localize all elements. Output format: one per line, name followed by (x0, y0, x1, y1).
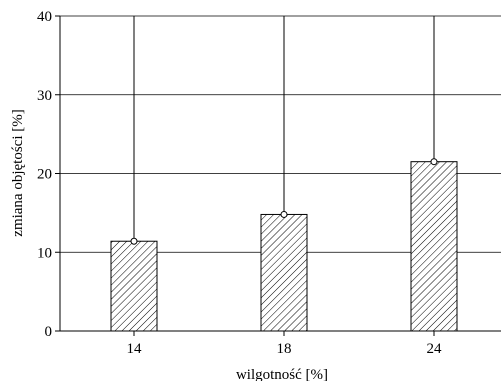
x-tick-label: 24 (427, 341, 443, 357)
y-tick-label: 10 (37, 245, 52, 261)
bar-18 (260, 213, 308, 332)
y-axis-label: zmiana objętości [%] (10, 109, 26, 236)
point-marker-14 (130, 237, 138, 245)
x-tick-label: 18 (277, 341, 292, 357)
x-tick-label: 14 (127, 341, 143, 357)
axes (55, 15, 501, 336)
tick-labels: 0 10 20 30 40 14 18 24 (37, 9, 442, 357)
y-tick-label: 0 (45, 324, 53, 340)
y-tick-label: 30 (37, 88, 52, 104)
y-tick-label: 20 (37, 167, 52, 183)
y-tick-label: 40 (37, 9, 52, 25)
whiskers (130, 16, 438, 245)
bar-14 (110, 240, 158, 332)
x-axis-label: wilgotność [%] (236, 367, 328, 381)
point-marker-24 (430, 158, 438, 166)
point-marker-18 (280, 210, 288, 218)
bar-24 (410, 161, 458, 332)
